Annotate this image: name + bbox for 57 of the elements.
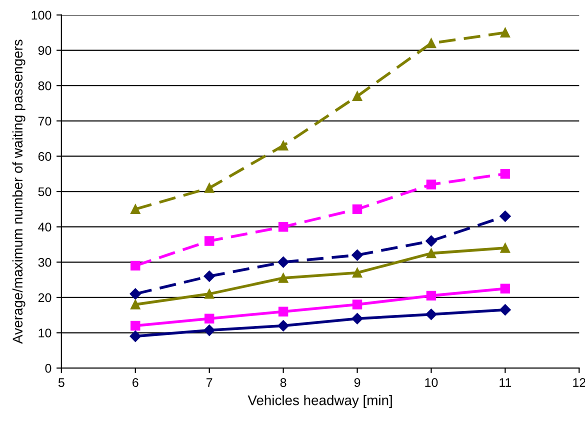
point	[204, 236, 214, 246]
point	[278, 140, 288, 150]
point	[130, 330, 141, 342]
point	[426, 235, 437, 247]
y-tick-label: 30	[38, 258, 52, 267]
point	[278, 222, 288, 232]
point	[426, 308, 437, 320]
point	[352, 268, 362, 278]
x-tick-label: 7	[206, 378, 212, 387]
y-tick-label: 40	[38, 222, 52, 232]
point	[130, 204, 140, 214]
point	[278, 273, 288, 283]
point	[130, 260, 140, 271]
point	[426, 180, 436, 190]
y-tick-label: 0	[45, 364, 52, 373]
point	[500, 169, 510, 179]
point	[278, 306, 288, 316]
y-tick-label: 20	[38, 293, 52, 302]
point	[352, 204, 362, 214]
point	[500, 284, 510, 294]
point	[352, 91, 362, 102]
x-axis-title: Vehicles headway [min]	[248, 395, 392, 408]
y-tick-label: 90	[38, 46, 52, 55]
x-tick-label: 9	[354, 378, 360, 387]
x-tick-label: 8	[280, 378, 286, 387]
y-tick-label: 60	[38, 152, 52, 161]
x-tick-label: 11	[500, 378, 512, 387]
point	[352, 249, 363, 261]
point	[500, 28, 510, 38]
point	[204, 314, 214, 324]
point	[426, 38, 436, 48]
x-tick-label: 6	[132, 378, 138, 387]
point	[426, 290, 436, 301]
y-tick-label: 50	[38, 187, 52, 196]
y-axis-title: Average/maximum number of waiting passengers	[12, 40, 26, 344]
y-tick-label: 70	[38, 116, 52, 126]
point	[204, 183, 214, 193]
point	[500, 243, 510, 253]
point	[130, 288, 141, 300]
x-tick-label: 5	[58, 378, 64, 387]
y-tick-label: 80	[38, 81, 52, 90]
y-tick-label: 10	[38, 328, 52, 338]
x-tick-label: 12	[573, 378, 585, 387]
point	[500, 210, 511, 222]
point	[278, 320, 289, 332]
y-tick-label: 100	[32, 10, 52, 20]
point	[204, 270, 215, 282]
point	[426, 248, 436, 258]
point	[130, 320, 140, 331]
point	[352, 300, 362, 310]
point	[278, 256, 289, 268]
point	[352, 313, 363, 324]
point	[204, 289, 214, 299]
point	[204, 324, 215, 336]
point	[500, 304, 511, 316]
x-tick-label: 10	[425, 378, 438, 387]
point	[130, 300, 140, 310]
